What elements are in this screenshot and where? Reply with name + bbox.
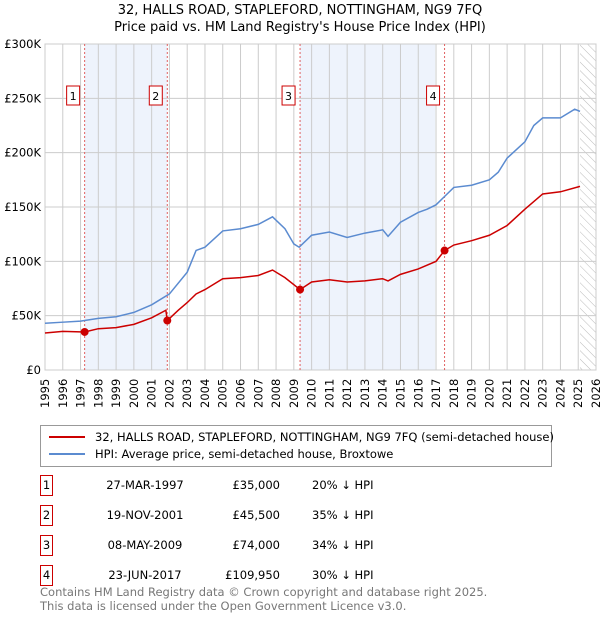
sale-hpi-diff: 35% ↓ HPI [312, 508, 374, 522]
sale-label-box [281, 85, 296, 106]
y-tick-label: £50K [12, 309, 42, 323]
sale-row: 2 19-NOV-2001 £45,500 35% ↓ HPI [40, 505, 460, 527]
sale-hpi-diff: 20% ↓ HPI [312, 478, 374, 492]
y-tick-label: £200K [4, 146, 41, 160]
x-tick-label: 1999 [109, 379, 123, 408]
sale-point [163, 316, 172, 325]
sale-hpi-diff: 34% ↓ HPI [312, 538, 374, 552]
sale-number: 3 [40, 535, 53, 556]
sale-date: 08-MAY-2009 [107, 538, 183, 552]
x-tick-label: 2008 [269, 379, 283, 408]
price-chart: 1995 1996 1997 1998 1999 2000 2001 2002 2003 2004… [4, 37, 600, 408]
legend: 32, HALLS ROAD, STAPLEFORD, NOTTINGHAM, … [40, 425, 554, 467]
legend-label-property: 32, HALLS ROAD, STAPLEFORD, NOTTINGHAM, … [95, 430, 554, 444]
x-tick-label: 2000 [127, 379, 141, 408]
sale-row: 4 23-JUN-2017 £109,950 30% ↓ HPI [40, 565, 460, 587]
y-tick-label: £150K [4, 200, 41, 214]
x-tick-label: 2009 [287, 379, 301, 408]
x-tick-label: 2007 [251, 379, 265, 408]
x-tick-label: 2012 [340, 379, 354, 408]
sale-point [80, 327, 89, 336]
footer-copyright: Contains HM Land Registry data © Crown c… [40, 585, 488, 599]
x-tick-label: 2017 [429, 379, 443, 408]
x-tick-label: 2013 [358, 379, 372, 408]
x-tick-label: 2023 [536, 379, 550, 408]
x-tick-label: 2003 [180, 379, 194, 408]
x-tick-label: 2018 [447, 379, 461, 408]
y-tick-label: £100K [4, 254, 41, 268]
sale-label-number: 2 [152, 90, 159, 103]
sale-price: £109,950 [225, 568, 280, 582]
sale-price: £35,000 [232, 478, 280, 492]
x-tick-label: 2025 [571, 379, 585, 408]
legend-swatch-red [49, 436, 85, 438]
x-tick-label: 2005 [216, 379, 230, 408]
plot-frame [44, 43, 597, 371]
sale-row: 3 08-MAY-2009 £74,000 34% ↓ HPI [40, 535, 460, 557]
x-tick-label: 2026 [589, 379, 600, 408]
x-tick-label: 2001 [145, 379, 159, 408]
sale-price: £74,000 [232, 538, 280, 552]
x-tick-label: 2004 [198, 379, 212, 408]
sale-label-number: 4 [430, 90, 437, 103]
sale-row: 1 27-MAR-1997 £35,000 20% ↓ HPI [40, 475, 460, 497]
x-tick-label: 2020 [482, 379, 496, 408]
x-tick-label: 2010 [305, 379, 319, 408]
x-tick-label: 2022 [518, 379, 532, 408]
x-tick-label: 2019 [465, 379, 479, 408]
sale-number: 4 [40, 565, 53, 586]
x-tick-label: 1996 [56, 379, 70, 408]
y-tick-label: £250K [4, 91, 41, 105]
sale-label-number: 3 [285, 90, 292, 103]
sale-label-box [66, 85, 81, 106]
x-tick-label: 1995 [38, 379, 52, 408]
sale-date: 19-NOV-2001 [106, 508, 184, 522]
sale-label-number: 1 [70, 90, 77, 103]
x-tick-label: 1997 [74, 379, 88, 408]
footer-licence: This data is licensed under the Open Gov… [40, 599, 407, 613]
sale-point [296, 285, 305, 294]
sale-label-box [426, 85, 441, 106]
legend-swatch-blue [49, 453, 85, 455]
sale-price: £45,500 [232, 508, 280, 522]
x-tick-label: 2015 [393, 379, 407, 408]
x-tick-label: 2024 [553, 379, 567, 408]
hpi-line [44, 108, 581, 325]
x-tick-label: 2021 [500, 379, 514, 408]
chart-title: 32, HALLS ROAD, STAPLEFORD, NOTTINGHAM, … [117, 3, 483, 18]
sale-number: 1 [40, 475, 53, 496]
legend-label-hpi: HPI: Average price, semi-detached house,… [95, 447, 394, 461]
y-tick-label: £0 [26, 363, 41, 377]
x-tick-label: 2002 [162, 379, 176, 408]
x-tick-label: 1998 [91, 379, 105, 408]
sale-point [440, 246, 449, 255]
sale-date: 23-JUN-2017 [108, 568, 182, 582]
sale-date: 27-MAR-1997 [106, 478, 184, 492]
sale-hpi-diff: 30% ↓ HPI [312, 568, 374, 582]
y-tick-label: £300K [4, 37, 41, 51]
x-tick-label: 2006 [234, 379, 248, 408]
x-tick-label: 2014 [376, 379, 390, 408]
x-tick-label: 2011 [322, 379, 336, 408]
chart-subtitle: Price paid vs. HM Land Registry's House … [114, 20, 486, 35]
sale-number: 2 [40, 505, 53, 526]
sale-label-box [148, 85, 163, 106]
x-tick-label: 2016 [411, 379, 425, 408]
